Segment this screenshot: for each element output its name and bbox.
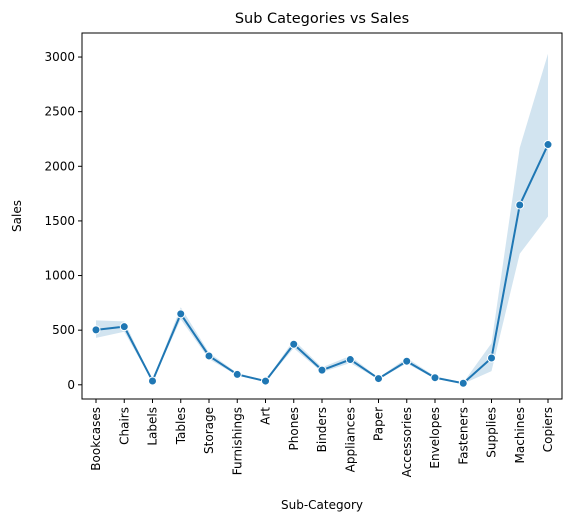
data-point [458, 378, 468, 388]
y-tick-label: 3000 [44, 50, 75, 64]
data-point [317, 365, 327, 375]
x-tick-label: Supplies [485, 407, 499, 458]
plot-frame [81, 32, 563, 400]
data-point [261, 376, 270, 386]
y-tick-label: 500 [52, 323, 75, 337]
x-tick-label: Furnishings [230, 407, 244, 475]
data-point [345, 355, 355, 365]
x-tick-label: Labels [146, 407, 160, 446]
series-line [95, 144, 549, 385]
x-tick-label: Bookcases [89, 407, 103, 471]
y-tick-label: 0 [67, 378, 75, 392]
x-tick-label: Tables [174, 407, 188, 445]
x-tick-label: Paper [372, 407, 386, 441]
data-point [232, 369, 242, 379]
x-tick-label: Envelopes [428, 407, 442, 469]
data-point [119, 322, 129, 332]
chart-title: Sub Categories vs Sales [235, 11, 409, 27]
x-tick-label: Accessories [400, 407, 414, 477]
data-point [487, 353, 496, 363]
y-axis-label: Sales [10, 200, 24, 232]
y-tick-label: 1500 [44, 214, 75, 228]
x-axis-label: Sub-Category [281, 498, 363, 512]
confidence-band [96, 53, 548, 384]
y-tick-label: 2000 [44, 159, 75, 173]
data-point [430, 373, 440, 383]
data-point [543, 140, 553, 150]
y-tick-label: 2500 [44, 105, 75, 119]
x-tick-label: Binders [315, 407, 329, 452]
x-tick-label: Copiers [541, 407, 555, 452]
x-tick-label: Machines [513, 407, 527, 463]
x-tick-label: Chairs [117, 407, 131, 445]
data-point [176, 309, 186, 319]
y-axis: 0 500 1000 1500 2000 2500 3000 [44, 50, 82, 392]
plot-area [91, 53, 553, 388]
x-axis: Bookcases Chairs Labels Tables Storage Furnis… [89, 399, 555, 477]
x-tick-label: Fasteners [456, 407, 470, 465]
x-tick-label: Art [259, 407, 273, 425]
data-point [91, 325, 101, 335]
y-tick-label: 1000 [44, 269, 75, 283]
x-tick-label: Phones [287, 407, 301, 450]
x-tick-label: Storage [202, 407, 216, 454]
data-point [289, 339, 299, 349]
data-point [374, 374, 383, 384]
x-tick-label: Appliances [343, 407, 357, 472]
data-point [515, 200, 525, 210]
data-point [402, 356, 412, 366]
data-point [204, 351, 214, 361]
data-point [148, 376, 157, 386]
